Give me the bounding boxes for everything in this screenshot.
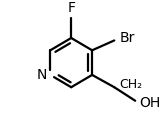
Text: OH: OH bbox=[139, 96, 160, 110]
Text: CH₂: CH₂ bbox=[119, 78, 142, 91]
Text: F: F bbox=[67, 1, 75, 15]
Text: N: N bbox=[36, 68, 47, 82]
Text: Br: Br bbox=[119, 31, 135, 45]
